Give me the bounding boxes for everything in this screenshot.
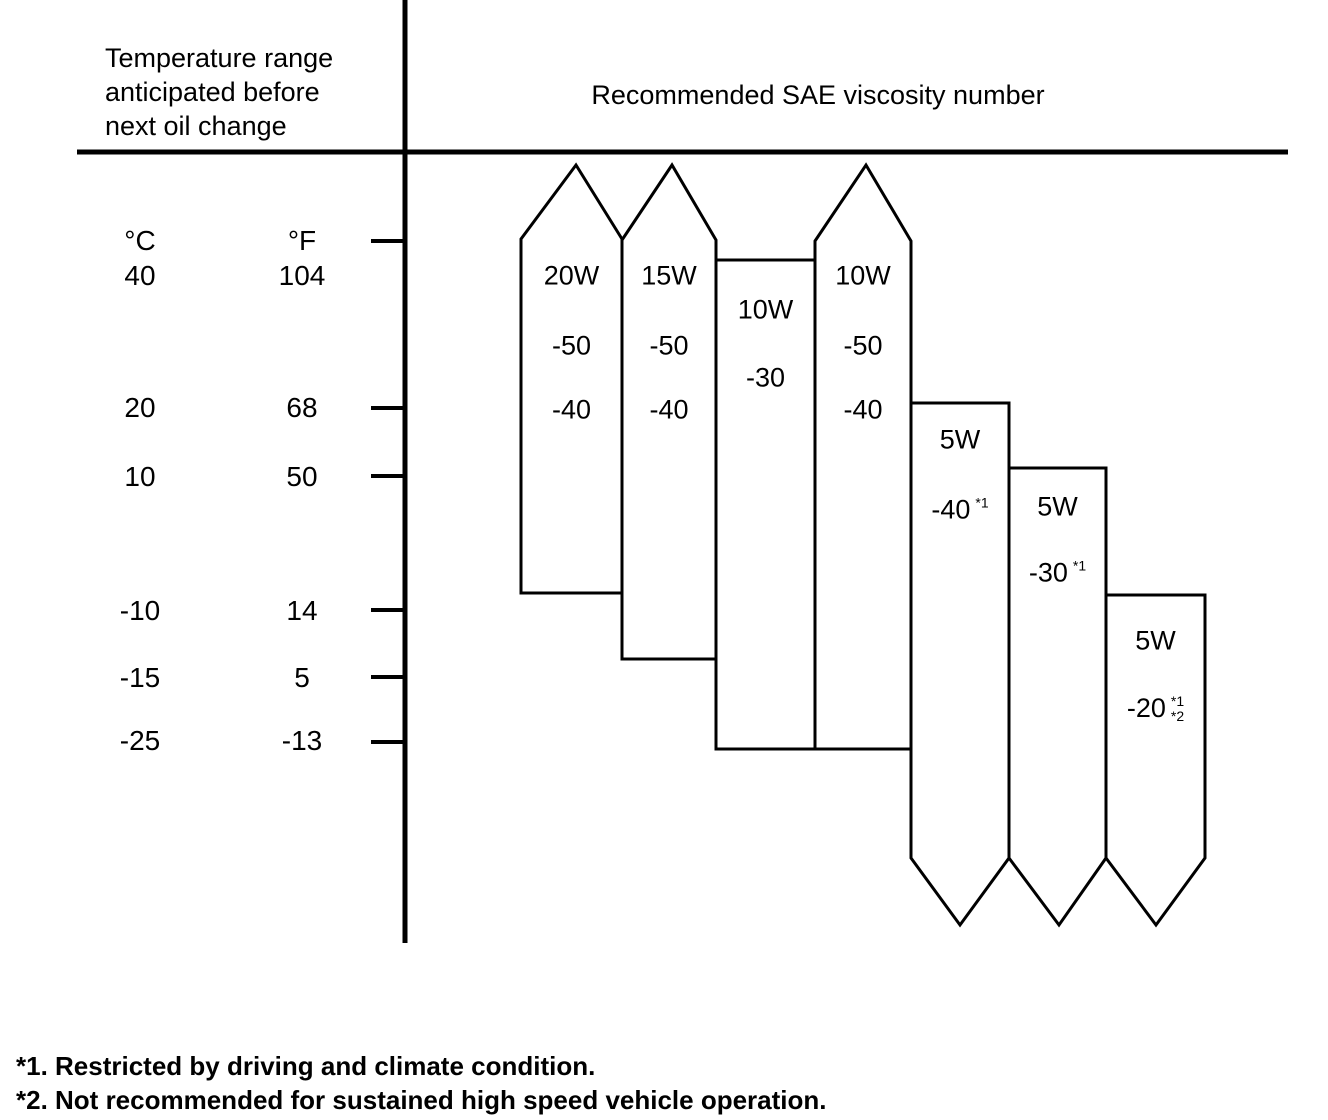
bar-label-text: 15W [641,260,697,291]
heading-line-3: next oil change [105,111,287,141]
viscosity-bar-5w-30 [1007,466,1108,928]
bar-label-20w-50-40-1: -50 [552,331,591,362]
viscosity-bar-10w-50-40 [813,162,913,751]
sae-viscosity-title: Recommended SAE viscosity number [591,80,1045,110]
fahrenheit-value-0: 104 [278,260,326,291]
fahrenheit-value-1: 68 [286,392,318,423]
bar-label-5w-40-1: -40 *1 [931,495,988,526]
bar-label-5w-30-1: -30 *1 [1029,558,1086,589]
bar-label-text: -50 [843,330,883,361]
bar-label-text: -50 [649,330,689,361]
bar-label-15w-50-40-0: 15W [641,261,697,292]
footnote-marker: *1 [1170,692,1185,709]
viscosity-bar-5w-40 [909,401,1011,928]
celsius-value-2: 10 [124,461,156,492]
heading-line-1: Temperature range [105,43,334,73]
viscosity-bar-20w-50-40 [519,162,624,595]
fahrenheit-value-3: 14 [286,595,318,626]
bar-label-text: 10W [737,294,794,325]
fahrenheit-value-4: 5 [294,662,310,693]
footnote-marker-group: *1 [975,494,989,511]
celsius-unit-label: °C [124,225,156,256]
celsius-value-4: -15 [119,662,161,693]
bar-label-15w-50-40-1: -50 [649,331,688,362]
fahrenheit-value-5: -13 [281,725,323,756]
bar-label-10w-50-40-2: -40 [843,395,882,426]
bar-label-text: -30 [1028,557,1068,588]
bar-label-text: -40 [551,394,592,425]
bar-label-text: 5W [939,424,981,455]
footnotes: *1. Restricted by driving and climate co… [16,1049,827,1117]
viscosity-bar-5w-20 [1104,593,1207,928]
bar-label-10w-30-1: -30 [746,363,785,394]
footnote-2: *2. Not recommended for sustained high s… [16,1085,827,1115]
bar-label-5w-30-0: 5W [1037,492,1078,523]
fahrenheit-value-2: 50 [286,461,318,492]
bar-label-text: -40 [649,394,689,425]
bar-label-text: -20 [1126,693,1166,724]
bar-label-text: -40 [843,394,883,425]
footnote-marker-group: *1 *2 [1170,692,1185,724]
heading-line-2: anticipated before [105,77,320,107]
bar-label-15w-50-40-2: -40 [649,395,688,426]
footnote-marker: *2 [1170,707,1185,724]
footnote-marker-group: *1 [1072,557,1087,574]
temperature-range-heading: Temperature range anticipated before nex… [105,41,333,143]
bar-label-10w-50-40-0: 10W [835,261,891,292]
bar-label-text: 5W [1135,625,1176,656]
bar-label-text: -30 [745,362,786,393]
footnote-1: *1. Restricted by driving and climate co… [16,1051,596,1081]
bar-label-5w-20-0: 5W [1135,626,1176,657]
bar-label-5w-40-0: 5W [940,425,981,456]
bar-label-text: 20W [543,260,600,291]
viscosity-bar-15w-50-40 [620,162,718,661]
celsius-value-0: 40 [124,260,156,291]
footnote-marker: *1 [975,494,989,511]
bar-label-text: -40 [931,494,971,525]
bar-label-10w-50-40-1: -50 [843,331,882,362]
bar-label-10w-30-0: 10W [738,295,794,326]
fahrenheit-unit-label: °F [287,225,317,256]
celsius-value-5: -25 [119,725,161,756]
bar-label-text: 10W [835,260,891,291]
bar-label-text: -50 [551,330,592,361]
bar-label-20w-50-40-2: -40 [552,395,591,426]
celsius-value-1: 20 [124,392,156,423]
bar-label-5w-20-1: -20 *1 *2 [1127,693,1184,725]
bar-label-text: 5W [1037,491,1078,522]
bar-label-20w-50-40-0: 20W [544,261,600,292]
footnote-marker: *1 [1072,557,1087,574]
celsius-value-3: -10 [119,595,161,626]
